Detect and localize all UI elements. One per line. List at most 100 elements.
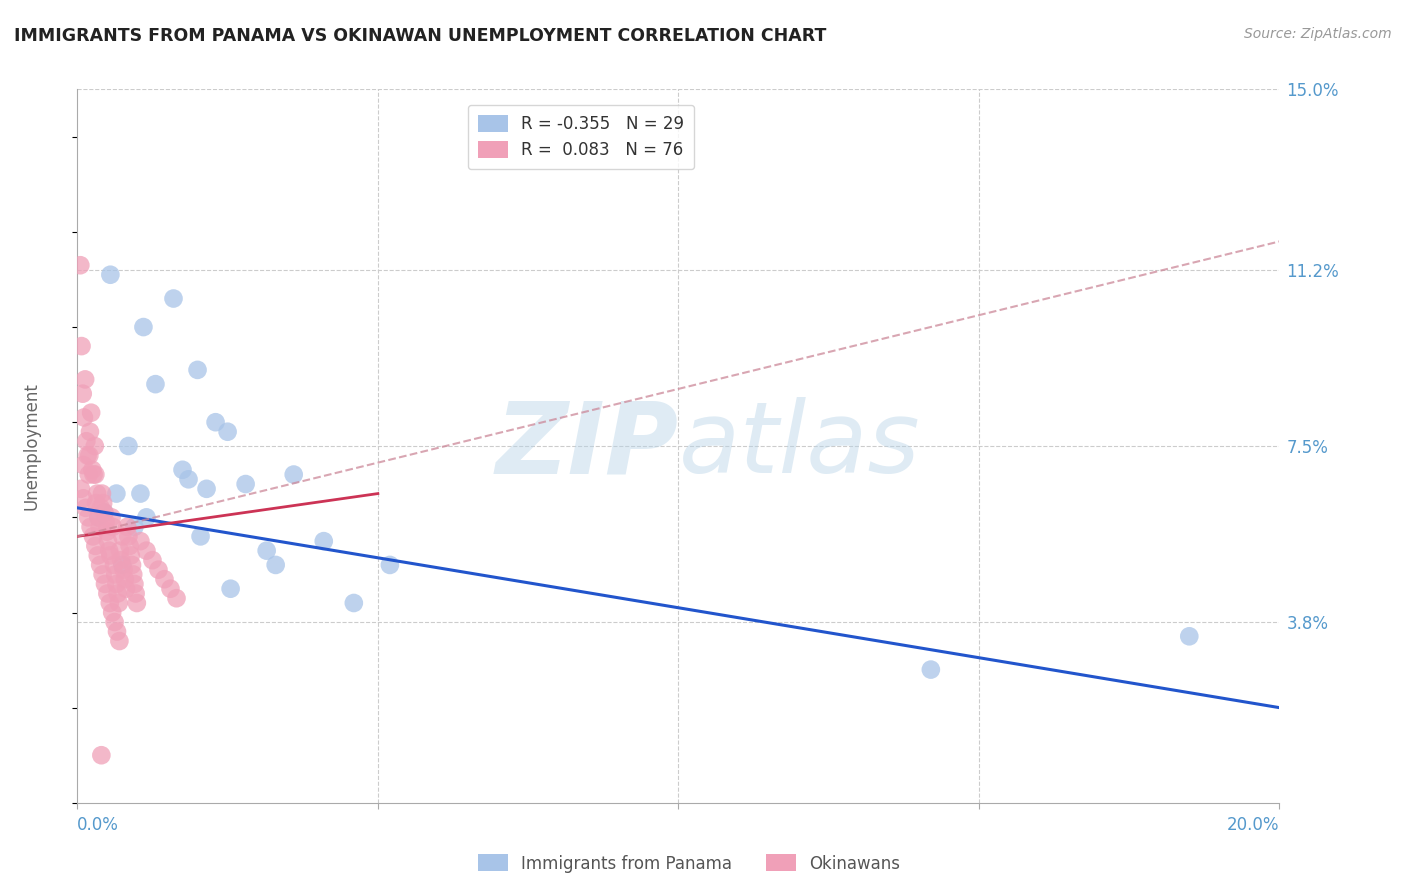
Point: [87, 510, 110, 524]
Point: [378, 558, 401, 572]
Point: [84, 467, 107, 482]
Point: [107, 596, 129, 610]
Text: atlas: atlas: [679, 398, 920, 494]
Point: [195, 482, 218, 496]
Point: [83, 467, 105, 482]
Point: [104, 615, 127, 629]
Point: [187, 363, 209, 377]
Point: [115, 520, 138, 534]
Point: [122, 567, 145, 582]
Point: [93, 506, 115, 520]
Text: ZIP: ZIP: [495, 398, 679, 494]
Point: [69, 258, 91, 272]
Point: [217, 425, 239, 439]
Point: [72, 386, 94, 401]
Point: [91, 486, 114, 500]
Point: [100, 549, 122, 563]
Point: [87, 510, 110, 524]
Point: [98, 596, 121, 610]
Point: [87, 549, 110, 563]
Text: 20.0%: 20.0%: [1227, 816, 1279, 834]
Point: [76, 449, 98, 463]
Point: [103, 558, 125, 572]
Point: [84, 539, 107, 553]
Point: [111, 558, 134, 572]
Point: [100, 510, 122, 524]
Point: [84, 496, 107, 510]
Point: [94, 577, 117, 591]
Point: [117, 439, 139, 453]
Point: [1178, 629, 1201, 643]
Point: [115, 582, 138, 596]
Point: [190, 529, 212, 543]
Point: [108, 543, 131, 558]
Point: [94, 515, 117, 529]
Point: [101, 606, 124, 620]
Point: [75, 372, 97, 386]
Point: [72, 458, 94, 472]
Point: [112, 563, 135, 577]
Point: [98, 543, 121, 558]
Point: [125, 596, 148, 610]
Point: [77, 510, 100, 524]
Point: [90, 748, 112, 763]
Text: Unemployment: Unemployment: [22, 382, 41, 510]
Point: [90, 500, 112, 515]
Point: [312, 534, 335, 549]
Point: [96, 586, 118, 600]
Point: [83, 439, 105, 453]
Point: [117, 529, 139, 543]
Legend: Immigrants from Panama, Okinawans: Immigrants from Panama, Okinawans: [471, 847, 907, 880]
Point: [89, 558, 111, 572]
Point: [82, 463, 104, 477]
Legend: R = -0.355   N = 29, R =  0.083   N = 76: R = -0.355 N = 29, R = 0.083 N = 76: [468, 104, 695, 169]
Point: [159, 582, 181, 596]
Point: [141, 553, 163, 567]
Point: [79, 425, 101, 439]
Text: Source: ZipAtlas.com: Source: ZipAtlas.com: [1244, 27, 1392, 41]
Point: [79, 520, 101, 534]
Point: [72, 491, 94, 506]
Point: [105, 624, 128, 639]
Point: [219, 582, 242, 596]
Point: [80, 406, 103, 420]
Point: [124, 520, 146, 534]
Point: [145, 377, 167, 392]
Point: [118, 539, 141, 553]
Point: [920, 663, 942, 677]
Point: [204, 415, 226, 429]
Point: [153, 572, 176, 586]
Point: [89, 520, 111, 534]
Point: [135, 510, 157, 524]
Text: IMMIGRANTS FROM PANAMA VS OKINAWAN UNEMPLOYMENT CORRELATION CHART: IMMIGRANTS FROM PANAMA VS OKINAWAN UNEMP…: [14, 27, 827, 45]
Point: [82, 529, 104, 543]
Point: [177, 472, 200, 486]
Point: [79, 449, 101, 463]
Point: [104, 567, 127, 582]
Point: [264, 558, 287, 572]
Point: [75, 434, 97, 449]
Point: [70, 482, 93, 496]
Point: [124, 586, 146, 600]
Point: [105, 577, 128, 591]
Point: [114, 572, 136, 586]
Point: [110, 553, 132, 567]
Point: [91, 496, 114, 510]
Point: [129, 486, 152, 500]
Point: [343, 596, 366, 610]
Point: [111, 529, 134, 543]
Point: [172, 463, 194, 477]
Point: [73, 410, 96, 425]
Point: [283, 467, 305, 482]
Point: [96, 524, 118, 539]
Text: 0.0%: 0.0%: [77, 816, 120, 834]
Point: [148, 563, 170, 577]
Point: [86, 486, 108, 500]
Point: [120, 549, 142, 563]
Point: [121, 558, 143, 572]
Point: [235, 477, 257, 491]
Point: [107, 586, 129, 600]
Point: [77, 467, 100, 482]
Point: [129, 534, 152, 549]
Point: [124, 577, 146, 591]
